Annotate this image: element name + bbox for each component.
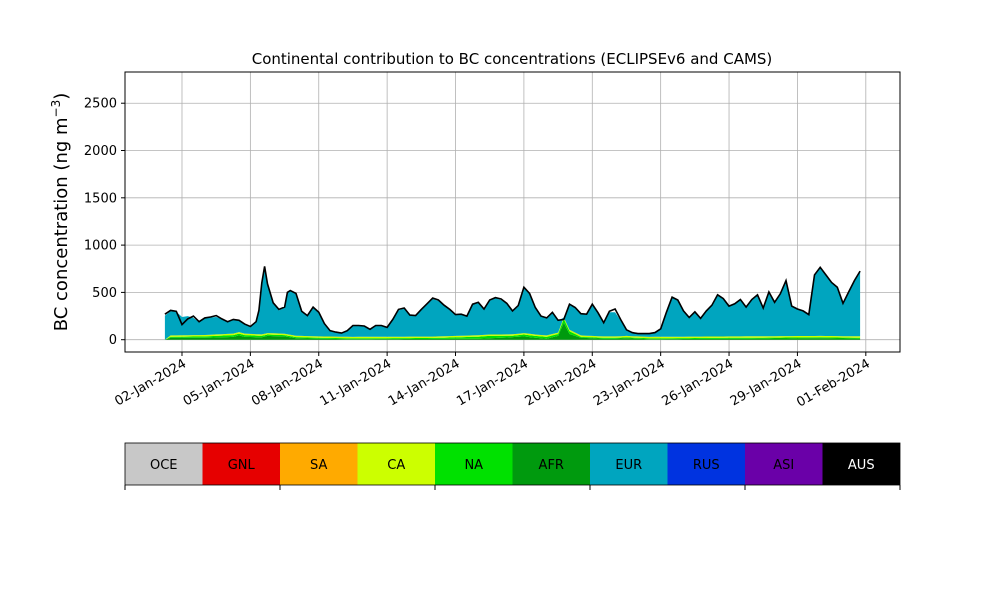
area-ca <box>164 317 861 340</box>
x-tick-label: 11-Jan-2024 <box>318 356 395 409</box>
legend-label: OCE <box>150 458 178 473</box>
x-tick-label: 08-Jan-2024 <box>249 356 326 409</box>
x-axis: 02-Jan-202405-Jan-202408-Jan-202411-Jan-… <box>112 352 873 410</box>
legend-label: AUS <box>848 458 875 473</box>
y-axis: 0 500 1000 1500 2000 2500 <box>84 97 125 348</box>
legend-swatch-na <box>435 443 513 485</box>
stacked-areas <box>164 266 861 340</box>
total-line <box>164 265 861 335</box>
x-tick-label: 01-Feb-2024 <box>794 356 873 410</box>
legend-swatch-eur <box>590 443 668 485</box>
legend-swatch-oce <box>125 443 203 485</box>
legend-swatch-aus <box>822 443 900 485</box>
legend-label: SA <box>310 458 327 473</box>
x-tick-label: 20-Jan-2024 <box>523 356 600 409</box>
x-tick-label: 23-Jan-2024 <box>591 356 668 409</box>
legend-label: NA <box>464 458 483 473</box>
y-axis-label-exponent: −3 <box>49 100 63 118</box>
x-tick-label: 02-Jan-2024 <box>112 356 189 409</box>
x-tick-label: 14-Jan-2024 <box>386 356 463 409</box>
legend-label: RUS <box>693 458 720 473</box>
x-tick-label: 26-Jan-2024 <box>659 356 736 409</box>
area-na <box>164 318 861 340</box>
plot-frame <box>124 71 901 353</box>
y-tick-label: 0 <box>109 333 117 348</box>
y-axis-label: BC concentration (ng m−3) <box>49 93 72 332</box>
area-afr <box>164 322 861 340</box>
y-tick-label: 2500 <box>84 97 117 112</box>
y-tick-label: 1500 <box>84 191 117 206</box>
y-tick-label: 2000 <box>84 144 117 159</box>
legend-frame <box>124 442 901 486</box>
legend-label: ASI <box>773 458 794 473</box>
x-tick-label: 05-Jan-2024 <box>181 356 258 409</box>
x-tick-label: 17-Jan-2024 <box>454 356 531 409</box>
y-axis-label-main: BC concentration (ng m <box>51 117 72 331</box>
x-tick-label: 29-Jan-2024 <box>728 356 805 409</box>
legend-label: CA <box>387 458 405 473</box>
legend-swatch-rus <box>667 443 745 485</box>
y-axis-label-close: ) <box>51 93 72 100</box>
legend: OCE GNL SA CA NA AFR EUR RUS ASI AUS <box>124 442 901 490</box>
chart-title: Continental contribution to BC concentra… <box>252 50 773 68</box>
area-eur <box>164 266 861 340</box>
y-tick-label: 1000 <box>84 239 117 254</box>
legend-swatch-sa <box>280 443 358 485</box>
legend-swatch-afr <box>512 443 590 485</box>
y-tick-label: 500 <box>92 286 117 301</box>
gridlines <box>125 72 900 352</box>
legend-label: GNL <box>228 458 256 473</box>
total-line-group <box>164 265 861 335</box>
legend-label: AFR <box>539 458 564 473</box>
legend-swatch-ca <box>357 443 435 485</box>
legend-swatch-gnl <box>202 443 280 485</box>
legend-swatch-asi <box>745 443 823 485</box>
legend-label: EUR <box>615 458 642 473</box>
